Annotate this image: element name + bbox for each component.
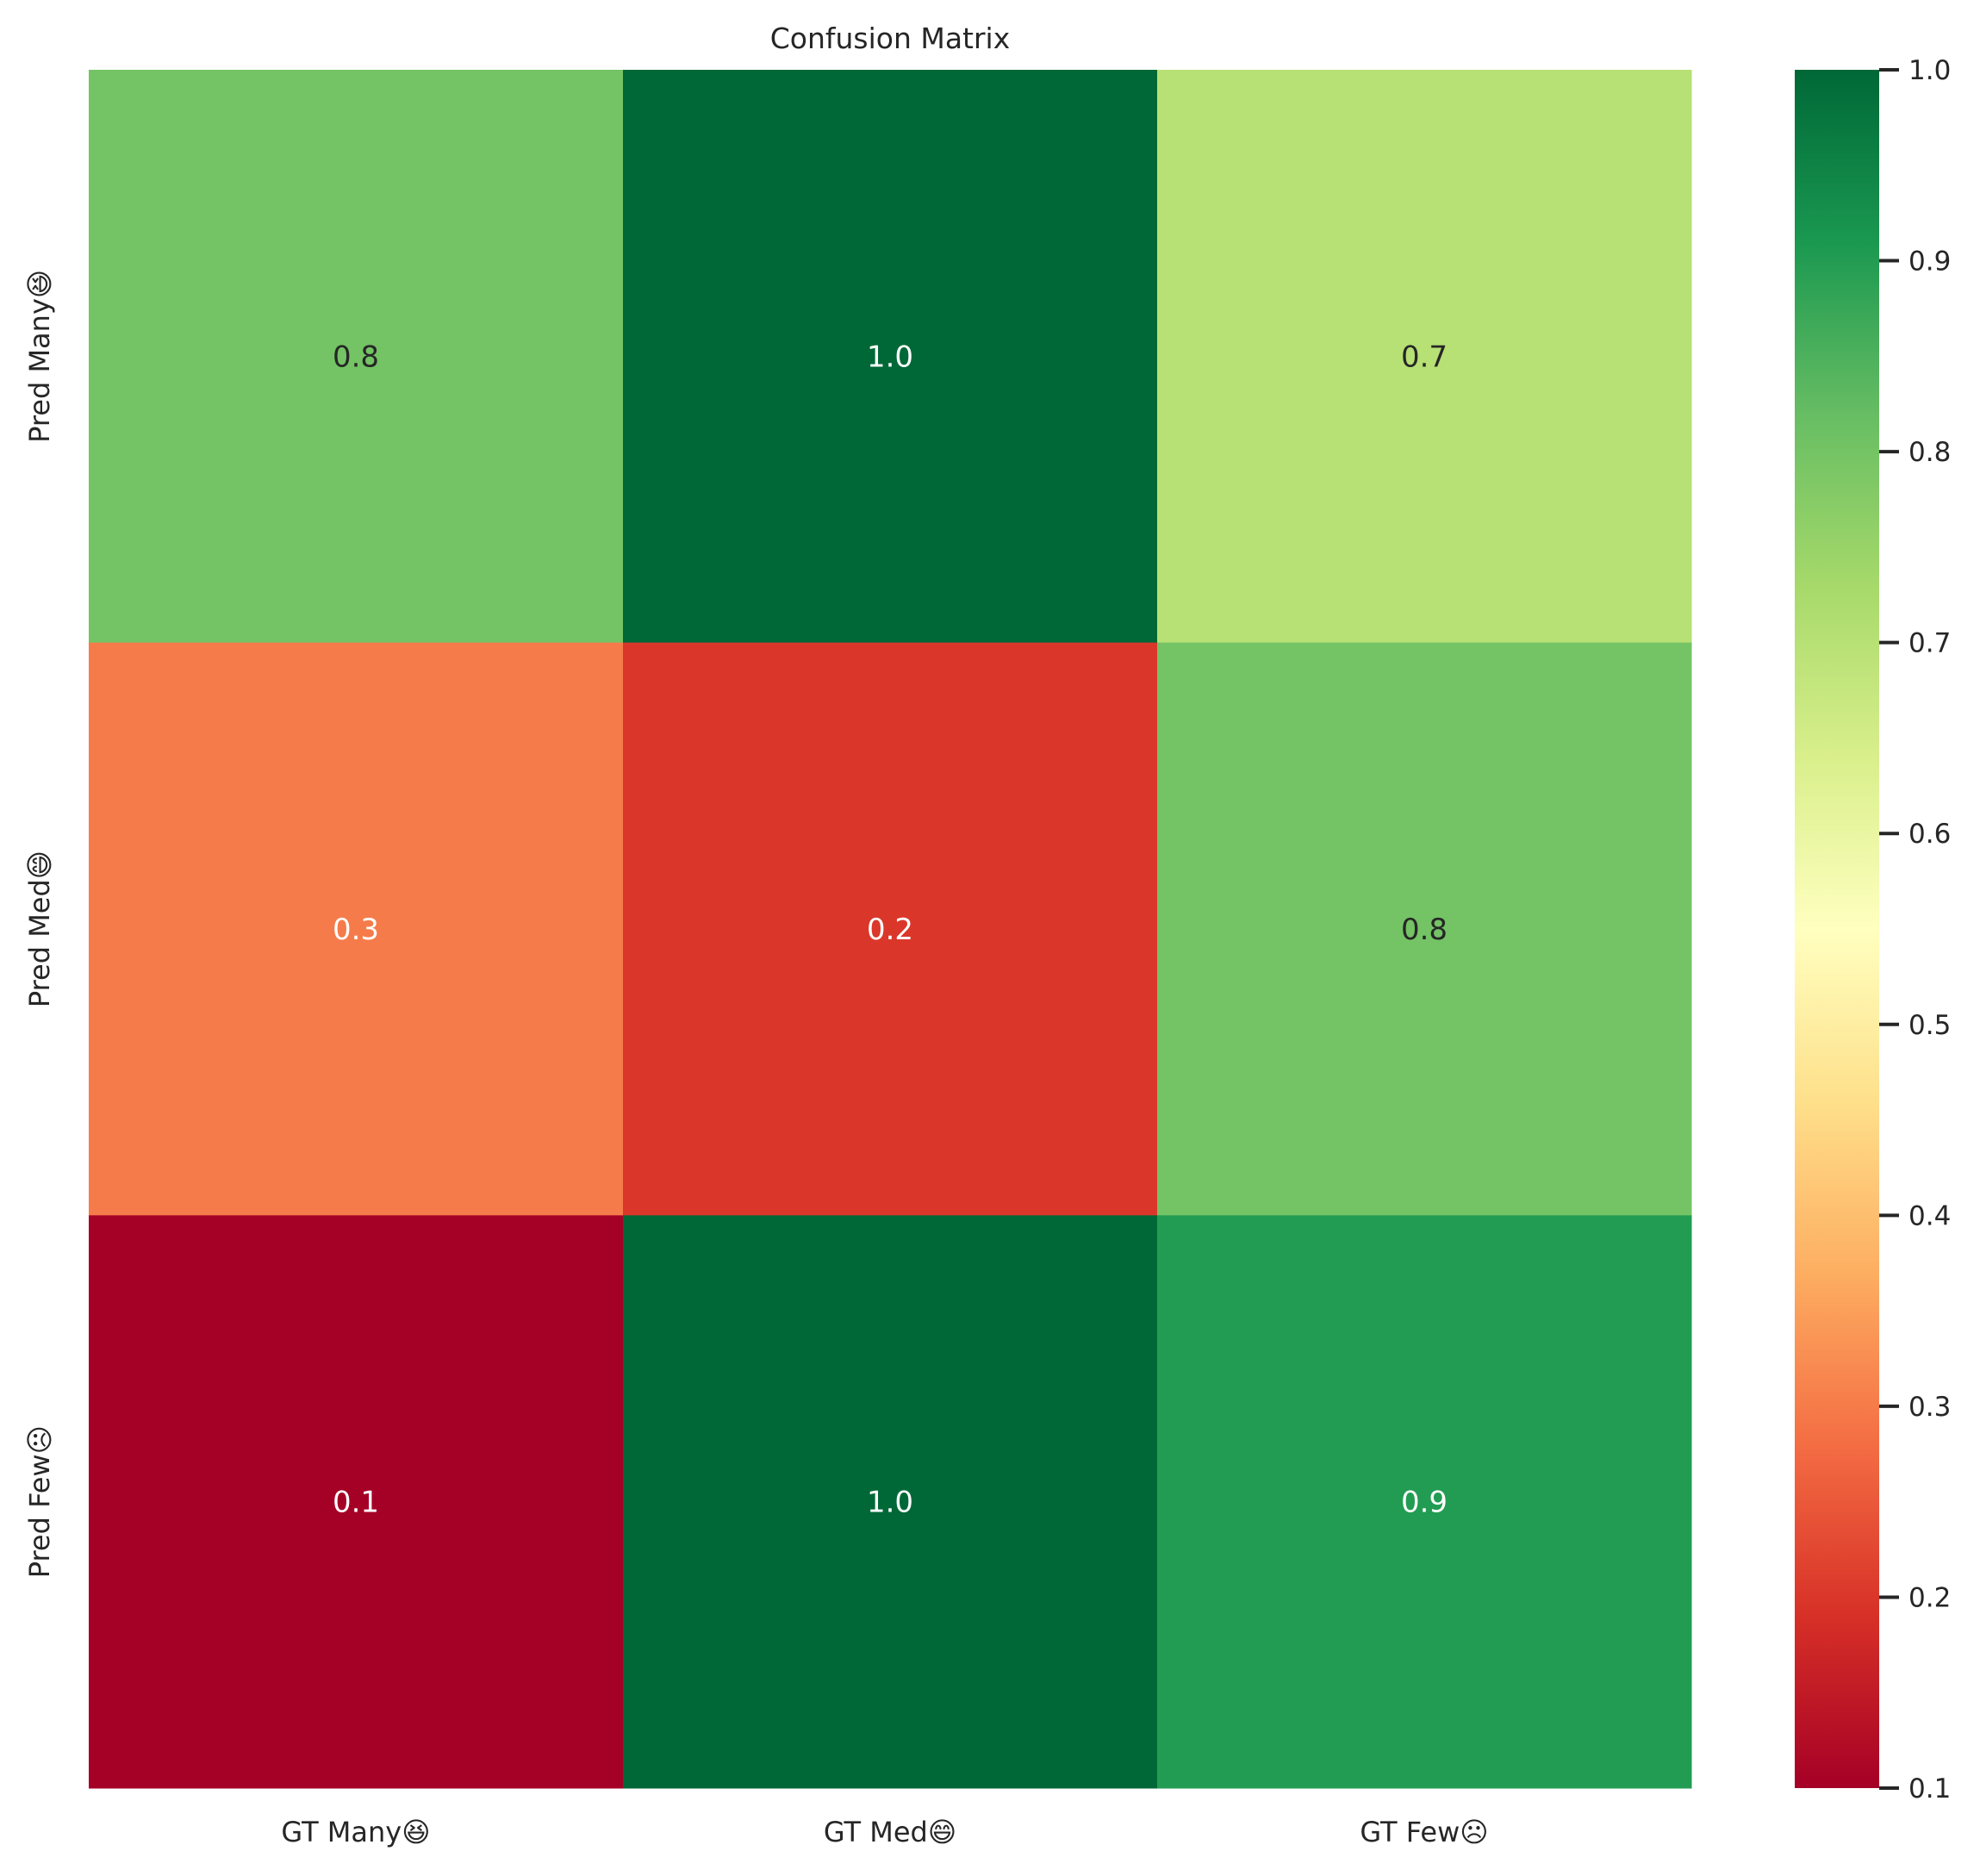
heatmap-cell-label: 0.7 (1401, 340, 1448, 374)
colorbar-tick-label: 0.8 (1908, 437, 1951, 468)
heatmap-cell (89, 642, 624, 1216)
x-axis-tick-labels: GT Many😆 GT Med😄 GT Few☹ (281, 1816, 1488, 1848)
colorbar-tick-label: 0.3 (1908, 1392, 1951, 1423)
colorbar-tick-label: 0.7 (1908, 628, 1951, 659)
heatmap-cell-label: 0.8 (1401, 913, 1448, 947)
colorbar: 0.1 0.2 0.3 0.4 0.5 0.6 0.7 0.8 0.9 1.0 (1795, 55, 1951, 1804)
heatmap-cell-label: 1.0 (867, 1486, 913, 1520)
heatmap-cell (623, 642, 1158, 1216)
colorbar-tick-label: 0.9 (1908, 246, 1951, 277)
heatmap-cell (623, 1215, 1158, 1789)
heatmap-cell-label: 0.1 (333, 1486, 379, 1520)
x-tick-label: GT Med😄 (824, 1816, 956, 1848)
y-tick-label: Pred Med😄 (23, 851, 56, 1007)
colorbar-tick-label: 0.6 (1908, 819, 1951, 850)
heatmap-cell-label: 1.0 (867, 340, 913, 374)
heatmap-cell-labels: 0.8 1.0 0.7 0.3 0.2 0.8 0.1 1.0 0.9 (333, 340, 1448, 1519)
heatmap-cell-label: 0.2 (867, 913, 913, 947)
heatmap-cell (1157, 1215, 1692, 1789)
heatmap-cell (623, 70, 1158, 644)
x-tick-label: GT Few☹ (1360, 1816, 1488, 1848)
y-tick-label: Pred Many😆 (23, 270, 56, 443)
heatmap-cell (1157, 642, 1692, 1216)
y-axis-tick-labels: Pred Many😆 Pred Med😄 Pred Few☹ (23, 270, 56, 1579)
colorbar-tick-label: 0.2 (1908, 1582, 1951, 1613)
heatmap-cell (89, 1215, 624, 1789)
heatmap-cell-label: 0.8 (333, 340, 379, 374)
colorbar-tick-label: 1.0 (1908, 55, 1951, 86)
y-tick-label: Pred Few☹ (23, 1425, 56, 1578)
heatmap-cells (89, 70, 1692, 1789)
colorbar-ticks: 0.1 0.2 0.3 0.4 0.5 0.6 0.7 0.8 0.9 1.0 (1879, 55, 1951, 1804)
colorbar-tick-label: 0.5 (1908, 1010, 1951, 1041)
heatmap-cell-label: 0.9 (1401, 1486, 1448, 1520)
colorbar-tick-label: 0.1 (1908, 1773, 1951, 1804)
colorbar-tick-label: 0.4 (1908, 1200, 1951, 1231)
heatmap-cell (1157, 70, 1692, 644)
heatmap-cell-label: 0.3 (333, 913, 379, 947)
heatmap-cell (89, 70, 624, 644)
x-tick-label: GT Many😆 (281, 1816, 430, 1848)
colorbar-gradient (1795, 70, 1879, 1788)
chart-title: Confusion Matrix (770, 22, 1011, 55)
